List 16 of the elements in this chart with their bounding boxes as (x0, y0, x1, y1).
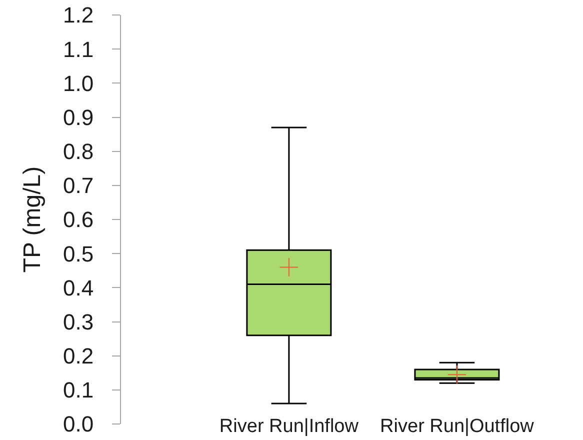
y-tick-label: 0.0 (63, 412, 94, 437)
y-tick-label: 0.3 (63, 309, 94, 334)
y-tick-label: 1.1 (63, 36, 94, 62)
x-tick-label: River Run|Inflow (219, 416, 359, 437)
y-tick-label: 0.9 (63, 104, 94, 130)
y-tick-label: 0.5 (63, 241, 94, 266)
y-tick-label: 0.7 (63, 173, 94, 198)
y-tick-label: 0.6 (63, 207, 94, 232)
y-tick-label: 0.8 (63, 139, 94, 164)
y-tick-label: 0.1 (63, 378, 94, 403)
x-tick-label: River Run|Outflow (380, 416, 534, 437)
y-tick-label: 0.4 (63, 275, 94, 300)
y-tick-label: 1.0 (63, 70, 94, 96)
y-tick-label: 0.2 (63, 344, 94, 369)
y-tick-label: 1.2 (63, 2, 94, 28)
y-axis-title: TP (mg/L) (19, 166, 46, 273)
